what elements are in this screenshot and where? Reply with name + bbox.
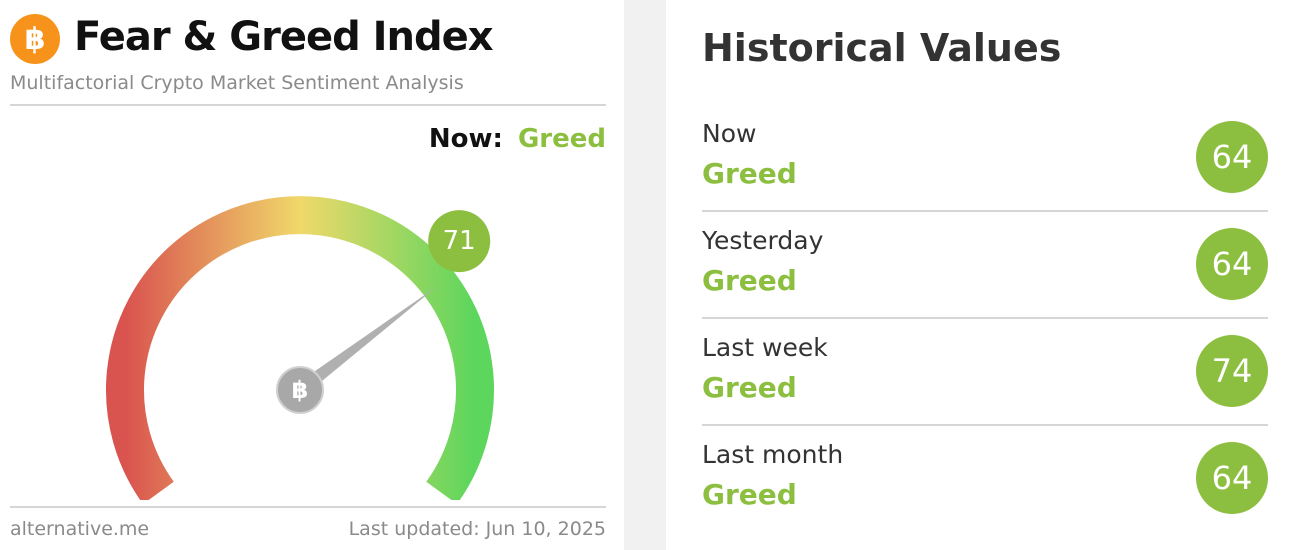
- history-row-yesterday: Yesterday Greed 64: [702, 212, 1268, 319]
- bitcoin-logo-icon: ฿: [10, 14, 60, 64]
- row-divider: [702, 210, 1268, 212]
- now-label: Now:: [428, 124, 503, 154]
- bitcoin-hub-icon: ฿: [292, 376, 309, 404]
- now-status: Now: Greed: [429, 124, 606, 154]
- page-title: Fear & Greed Index: [74, 14, 494, 60]
- history-label: Yesterday: [702, 226, 824, 255]
- history-classification: Greed: [702, 264, 797, 297]
- historical-panel: Historical Values Now Greed 64 Yesterday…: [666, 0, 1292, 550]
- source-link[interactable]: alternative.me: [10, 518, 150, 540]
- history-row-last-week: Last week Greed 74: [702, 319, 1268, 426]
- historical-title: Historical Values: [702, 26, 1062, 70]
- history-value-badge: 64: [1196, 121, 1268, 193]
- panel-gutter: [624, 0, 666, 550]
- history-classification: Greed: [702, 157, 797, 190]
- gauge-arc: [106, 196, 494, 500]
- history-label: Last month: [702, 440, 844, 469]
- last-updated: Last updated: Jun 10, 2025: [348, 518, 606, 540]
- page-subtitle: Multifactorial Crypto Market Sentiment A…: [10, 72, 464, 94]
- footer-divider: [10, 506, 606, 508]
- history-classification: Greed: [702, 371, 797, 404]
- history-classification: Greed: [702, 478, 797, 511]
- gauge-value-badge: 71: [428, 210, 491, 273]
- history-label: Last week: [702, 333, 828, 362]
- history-value-badge: 64: [1196, 442, 1268, 514]
- history-row-last-month: Last month Greed 64: [702, 426, 1268, 533]
- history-value-badge: 64: [1196, 228, 1268, 300]
- history-row-now: Now Greed 64: [702, 105, 1268, 212]
- history-value-badge: 74: [1196, 335, 1268, 407]
- gauge-needle: [295, 286, 438, 396]
- fear-greed-panel: ฿ Fear & Greed Index Multifactorial Cryp…: [0, 0, 624, 550]
- row-divider: [702, 424, 1268, 426]
- header-divider: [10, 104, 606, 106]
- sentiment-gauge: ฿ 71: [106, 196, 494, 500]
- now-classification: Greed: [517, 124, 606, 154]
- gauge-value: 71: [443, 226, 476, 256]
- gauge-hub: ฿: [276, 366, 324, 414]
- row-divider: [702, 317, 1268, 319]
- history-label: Now: [702, 119, 757, 148]
